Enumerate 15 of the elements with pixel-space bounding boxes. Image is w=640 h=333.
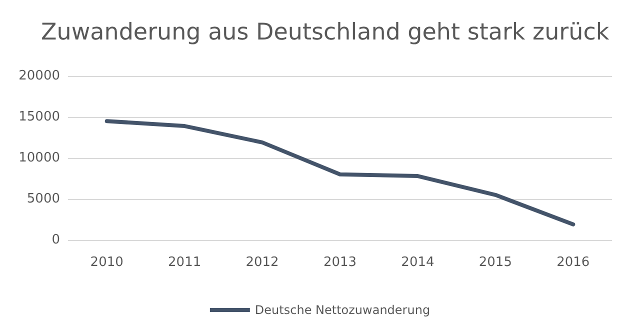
x-tick-label: 2015 [478,255,512,270]
x-tick-label: 2014 [401,255,434,270]
y-tick-label: 5000 [26,192,60,206]
y-tick-label: 20000 [18,68,60,84]
x-tick-label: 2010 [90,255,124,270]
x-tick-label: 2012 [246,255,279,270]
y-tick-label: 10000 [18,150,60,166]
line-series [104,119,576,226]
legend-label: Deutsche Nettozuwanderung [254,303,430,317]
x-tick-label: 2013 [323,255,357,270]
x-tick-label: 2016 [556,255,590,270]
x-tick-label: 2011 [168,255,202,270]
y-tick-label: 0 [52,232,60,248]
y-tick-label: 15000 [18,110,60,124]
chart-title: Zuwanderung aus Deutschland geht stark zurück [41,20,610,46]
